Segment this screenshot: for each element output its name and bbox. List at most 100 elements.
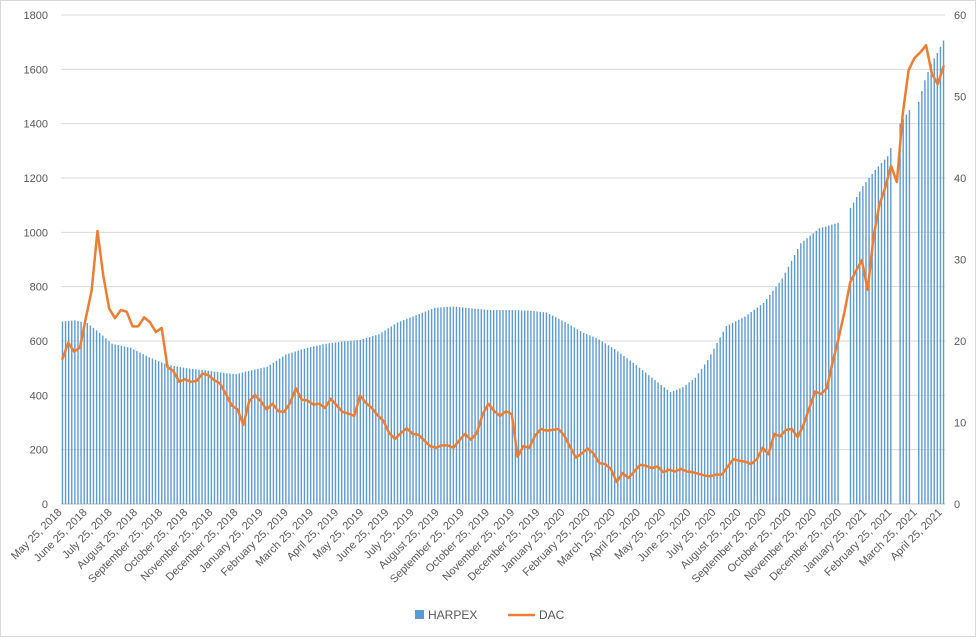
harpex-bar [480, 309, 482, 504]
harpex-bar [676, 389, 678, 504]
harpex-bar [325, 343, 327, 504]
harpex-bar [154, 359, 157, 504]
harpex-bar [672, 390, 675, 504]
left-axis-tick-label: 400 [30, 390, 48, 402]
harpex-bar [353, 340, 355, 504]
harpex-bar [334, 342, 337, 504]
legend-label-harpex: HARPEX [428, 608, 477, 622]
harpex-bar [520, 310, 523, 504]
harpex-bar [663, 387, 666, 504]
harpex-bar [660, 384, 662, 504]
harpex-bar [682, 387, 684, 504]
harpex-bar [133, 349, 135, 504]
harpex-bar [710, 354, 712, 504]
right-axis-tick-label: 20 [954, 336, 966, 348]
harpex-bar [924, 80, 926, 504]
harpex-bar [266, 366, 268, 504]
harpex-bar [803, 240, 805, 504]
harpex-bar [192, 368, 194, 504]
harpex-bar [877, 166, 880, 504]
harpex-bar [362, 338, 365, 504]
harpex-bar [415, 315, 417, 504]
harpex-bar [164, 363, 166, 504]
harpex-bar [328, 343, 330, 504]
harpex-bar [781, 278, 783, 504]
harpex-bar [254, 369, 256, 504]
harpex-bar [651, 377, 653, 504]
harpex-bar [368, 337, 371, 504]
harpex-bar [300, 349, 303, 504]
harpex-bar [697, 373, 700, 504]
harpex-bar [219, 372, 222, 504]
harpex-bar [592, 336, 594, 504]
harpex-bar [80, 321, 82, 504]
legend-swatch-harpex [415, 610, 424, 619]
harpex-bar [458, 307, 461, 504]
harpex-bar [424, 311, 427, 504]
harpex-bar [114, 344, 116, 504]
left-axis-tick-label: 0 [42, 499, 48, 511]
harpex-bar [170, 365, 172, 504]
harpex-bar [390, 326, 393, 504]
harpex-bar [365, 338, 368, 504]
harpex-bar [573, 327, 576, 504]
harpex-bar [322, 344, 324, 504]
right-axis-tick-label: 60 [954, 10, 966, 22]
harpex-bar [511, 310, 514, 504]
harpex-bar [461, 307, 464, 504]
harpex-bar [145, 355, 147, 504]
harpex-bar [691, 380, 693, 504]
harpex-bar [269, 364, 272, 504]
harpex-bar [409, 317, 411, 504]
harpex-bar [815, 230, 818, 504]
harpex-bar [707, 360, 709, 504]
harpex-bar [465, 307, 467, 504]
harpex-bar [483, 309, 486, 504]
harpex-bar [117, 345, 119, 504]
harpex-bar [648, 375, 650, 504]
harpex-bar [793, 254, 796, 504]
harpex-bar [151, 358, 154, 504]
harpex-bar [679, 388, 681, 504]
harpex-bar [880, 163, 883, 504]
harpex-bar [77, 321, 79, 504]
harpex-bar [316, 345, 318, 504]
right-axis-tick-label: 50 [954, 92, 966, 104]
harpex-bar [797, 249, 799, 504]
harpex-bar [868, 178, 870, 504]
harpex-bar [582, 332, 585, 504]
harpex-bar [908, 110, 911, 504]
harpex-bar [278, 358, 281, 504]
harpex-bar [477, 308, 479, 504]
harpex-bar [350, 340, 352, 504]
harpex-bar [440, 307, 442, 504]
harpex-bar [626, 358, 628, 504]
harpex-bar [579, 331, 582, 504]
harpex-bar [102, 335, 104, 504]
harpex-bar [527, 310, 529, 504]
harpex-bar [738, 319, 740, 504]
harpex-bar [859, 191, 861, 504]
harpex-bar [468, 308, 470, 504]
harpex-bar [437, 307, 439, 504]
harpex-bar [812, 233, 814, 505]
harpex-bar [899, 123, 901, 505]
harpex-bar [86, 323, 88, 504]
harpex-bar [505, 310, 507, 504]
harpex-bar [623, 355, 625, 504]
right-axis-tick-label: 10 [954, 418, 966, 430]
harpex-bar [927, 72, 929, 505]
harpex-bar [654, 380, 656, 504]
harpex-bar [645, 372, 647, 504]
harpex-bar [92, 327, 95, 504]
harpex-bar [64, 321, 67, 504]
harpex-bar [176, 366, 178, 504]
harpex-bar [902, 119, 904, 504]
harpex-bar [375, 335, 377, 504]
harpex-bar [232, 373, 234, 504]
harpex-bar [216, 371, 219, 504]
harpex-bar [455, 306, 458, 504]
harpex-bar [452, 306, 455, 504]
